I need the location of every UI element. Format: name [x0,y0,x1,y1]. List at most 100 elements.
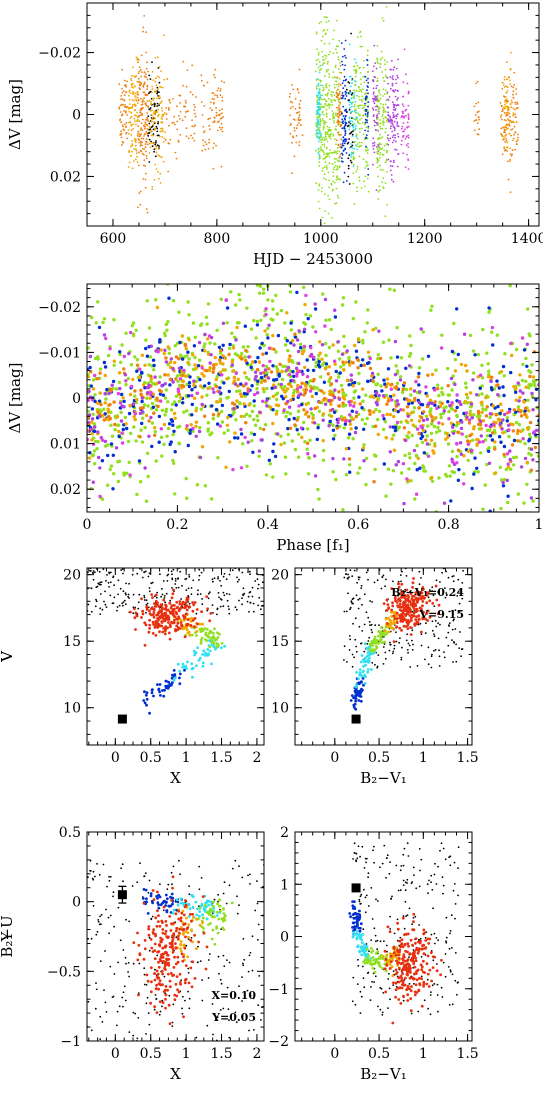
lightcurve-point [134,95,137,97]
lightcurve-point [385,159,388,162]
phased-point [468,409,473,414]
member-star-point [167,680,171,684]
phased-point [141,410,145,414]
lightcurve-point [377,108,380,111]
phased-point [277,374,281,378]
phased-point [390,437,394,441]
lightcurve-point [381,71,384,73]
lightcurve-point [366,64,369,66]
lightcurve-point [326,94,328,97]
phased-point [329,382,334,386]
phased-point [459,362,464,367]
lightcurve-point [356,190,358,193]
lightcurve-point [335,187,338,190]
member-star-point [143,690,146,694]
phased-point [470,486,474,491]
phased-point [351,316,355,321]
phased-point [194,366,198,370]
lightcurve-point [130,77,132,80]
phased-point [300,381,304,385]
x-tick-label: 0.2 [166,517,188,533]
phased-point [455,405,459,410]
phased-point [330,398,334,403]
phased-point [472,425,476,429]
phased-point [255,382,260,386]
lightcurve-point [367,149,369,151]
lightcurve-point [359,131,361,133]
lightcurve-point [138,133,141,136]
lightcurve-point [186,69,189,71]
phased-point [227,389,231,394]
lightcurve-point [344,110,347,112]
phased-point [395,381,400,385]
phased-point [433,403,437,407]
phased-point [119,360,123,364]
phased-point [510,353,514,358]
phased-point [102,360,107,365]
lightcurve-point [338,68,340,70]
lightcurve-point [378,136,381,139]
lightcurve-point [359,72,362,74]
phased-point [312,355,316,360]
phased-point [447,464,452,468]
lightcurve-point [163,78,166,81]
phased-point [518,439,523,444]
lightcurve-point [167,124,170,127]
lightcurve-point [386,91,389,94]
lightcurve-point [213,101,215,104]
phased-point [318,340,322,344]
lightcurve-point [324,210,326,213]
phased-point [194,434,198,438]
lightcurve-point [334,164,337,167]
phased-point [146,474,150,479]
lightcurve-point [352,93,355,96]
phased-point [341,360,345,364]
phased-point [236,436,240,440]
lightcurve-point [385,117,388,120]
field-star-point [228,612,231,615]
phased-point [177,441,181,445]
lightcurve-point [318,138,321,141]
phased-point [112,400,116,404]
lightcurve-point [343,75,346,78]
lightcurve-point [318,126,321,129]
field-star-point [225,578,228,581]
phased-point [530,391,534,396]
phased-point [401,387,405,392]
phased-point [381,413,385,418]
lightcurve-point [153,148,156,151]
phased-point [309,354,313,358]
phased-point [483,483,487,487]
phased-point [439,415,443,420]
phased-point [141,416,145,420]
lightcurve-point [144,143,147,146]
phased-point [271,364,275,368]
phased-point [295,418,299,422]
lightcurve-point [341,154,344,156]
phased-point [381,340,386,344]
lightcurve-point [148,99,151,102]
lightcurve-point [125,110,127,113]
phased-point [120,441,125,445]
phased-point [516,439,520,443]
lightcurve-point [213,120,216,123]
phased-point [495,333,500,337]
phased-point [361,338,365,342]
phased-point [279,308,284,313]
lightcurve-point [332,76,334,79]
member-star-point [172,669,176,672]
field-star-point [103,600,105,603]
lightcurve-point [376,152,379,155]
lightcurve-point [363,59,365,62]
lightcurve-point [141,152,144,155]
lightcurve-point [140,122,143,124]
field-star-point [246,600,249,603]
phased-point [366,379,370,384]
lightcurve-point [339,153,342,156]
lightcurve-point [352,101,354,104]
phased-point [464,381,468,385]
lightcurve-point [327,60,329,63]
phased-point [363,330,367,334]
phased-point [224,465,228,469]
phased-point [466,458,470,463]
